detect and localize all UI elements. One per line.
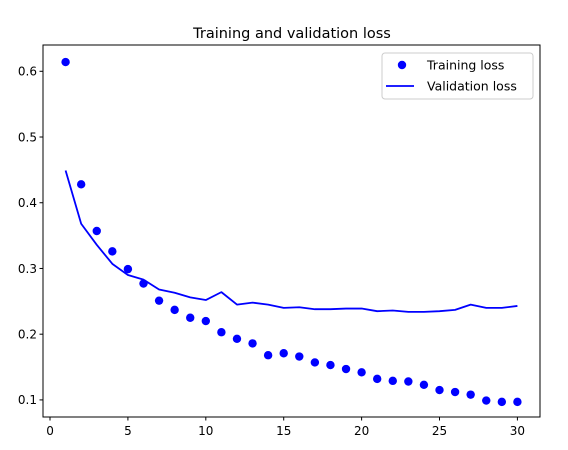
y-tick-label: 0.5 <box>18 130 37 144</box>
training-loss-point <box>419 380 429 389</box>
y-tick-label: 0.1 <box>18 393 37 407</box>
training-loss-point <box>466 390 475 399</box>
training-loss-point <box>357 368 366 377</box>
training-loss-point <box>61 57 70 67</box>
training-loss-point <box>108 247 117 256</box>
legend-training-marker <box>397 60 407 70</box>
training-loss-point <box>232 334 242 343</box>
x-tick-label: 30 <box>510 424 525 438</box>
x-tick-label: 10 <box>198 424 213 438</box>
x-axis: 0 5 10 15 20 25 30 <box>46 417 525 438</box>
training-loss-point <box>482 396 491 405</box>
x-tick-label: 25 <box>432 424 447 438</box>
training-loss-point <box>326 360 335 370</box>
training-loss-point <box>310 358 320 367</box>
training-loss-point <box>513 397 522 407</box>
y-tick-label: 0.3 <box>18 262 37 276</box>
legend: Training loss Validation loss <box>381 52 534 100</box>
training-loss-point <box>450 387 460 397</box>
training-loss-point <box>123 264 133 274</box>
chart-title: Training and validation loss <box>192 26 391 42</box>
training-loss-point <box>248 339 257 348</box>
training-loss-point <box>372 374 382 384</box>
legend-validation-label: Validation loss <box>427 79 517 94</box>
training-loss-point <box>388 376 397 386</box>
y-tick-label: 0.2 <box>18 327 37 341</box>
y-tick-label: 0.6 <box>18 65 37 79</box>
x-tick-label: 5 <box>124 424 132 438</box>
training-loss-point <box>295 352 304 361</box>
x-tick-label: 0 <box>46 424 54 438</box>
legend-box <box>381 52 534 100</box>
training-loss-point <box>341 364 351 374</box>
training-loss-point <box>279 349 288 358</box>
legend-training-label: Training loss <box>426 58 504 73</box>
y-tick-label: 0.4 <box>18 196 37 210</box>
y-axis: 0.1 0.2 0.3 0.4 0.5 0.6 <box>18 65 43 407</box>
training-loss-point <box>404 377 413 386</box>
training-loss-point <box>170 305 179 315</box>
axes-frame <box>42 44 541 418</box>
plot-area <box>61 57 522 407</box>
training-loss-point <box>497 397 507 407</box>
x-tick-label: 15 <box>276 424 291 438</box>
validation-loss-line <box>64 170 518 313</box>
training-loss-point <box>435 385 444 395</box>
training-loss-point <box>186 313 195 322</box>
training-loss-point <box>263 351 273 360</box>
x-tick-label: 20 <box>354 424 369 438</box>
training-loss-point <box>92 226 101 236</box>
training-loss-point <box>201 316 211 326</box>
training-loss-point <box>76 180 86 189</box>
training-loss-point <box>217 328 226 337</box>
training-loss-point <box>154 296 164 305</box>
training-loss-point <box>139 279 148 288</box>
